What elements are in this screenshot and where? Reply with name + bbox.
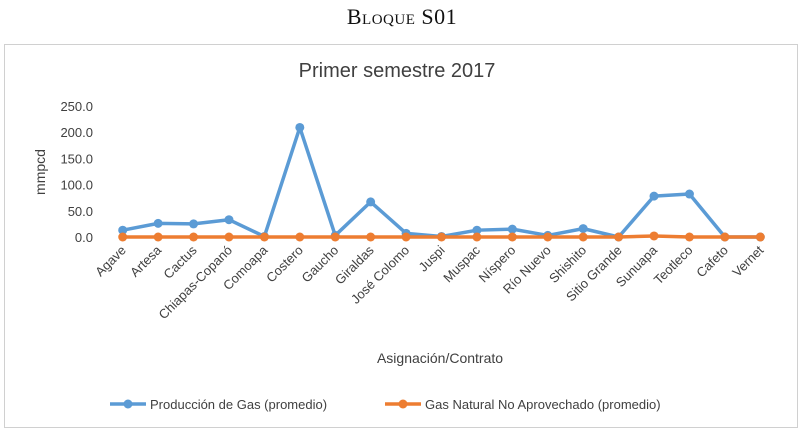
- y-axis-ticks: 0.0 50.0 100.0 150.0 200.0 250.0: [60, 99, 93, 245]
- legend: Producción de Gas (promedio) Gas Natural …: [110, 397, 661, 412]
- x-tick-label: Muspac: [440, 242, 483, 285]
- data-point: [507, 232, 517, 242]
- data-point: [118, 225, 128, 235]
- data-point: [224, 232, 234, 242]
- data-point: [437, 232, 446, 242]
- data-point: [153, 218, 163, 228]
- legend-label-1: Producción de Gas (promedio): [150, 397, 327, 412]
- series-layer: [118, 122, 765, 242]
- data-point: [189, 232, 199, 242]
- x-tick-label: Agave: [92, 243, 129, 280]
- data-point: [755, 232, 765, 242]
- data-point: [578, 232, 588, 242]
- data-point: [295, 232, 305, 242]
- data-point: [330, 232, 340, 242]
- x-tick-label: Cafeto: [693, 243, 731, 281]
- series-line-1: [120, 125, 763, 239]
- y-tick-label: 150.0: [60, 151, 93, 166]
- x-tick-label: Teotleco: [651, 243, 696, 288]
- data-point: [189, 219, 199, 229]
- x-axis-ticks: AgaveArtesaCactusChiapas-CopanóComoapaCo…: [92, 242, 767, 322]
- data-point: [224, 215, 234, 225]
- chart-title: Primer semestre 2017: [299, 60, 496, 82]
- data-point: [472, 232, 482, 242]
- data-point: [649, 191, 659, 201]
- data-point: [578, 224, 588, 234]
- data-point: [720, 232, 730, 242]
- legend-marker-1: [123, 399, 133, 409]
- y-tick-label: 100.0: [60, 178, 93, 193]
- data-point: [295, 122, 305, 132]
- y-tick-label: 0.0: [75, 230, 93, 245]
- data-point: [118, 232, 128, 242]
- document-heading: Bloque S01: [346, 4, 458, 29]
- y-axis-label: mmpcd: [32, 149, 48, 195]
- data-point: [684, 189, 694, 199]
- y-tick-label: 200.0: [60, 125, 93, 140]
- x-tick-label: Juspi: [416, 242, 448, 274]
- data-point: [472, 225, 482, 235]
- data-point: [649, 231, 659, 241]
- x-tick-label: Costero: [263, 243, 306, 286]
- data-point: [614, 232, 624, 242]
- data-point: [507, 224, 517, 234]
- y-tick-label: 50.0: [68, 204, 93, 219]
- x-axis-label: Asignación/Contrato: [377, 350, 503, 366]
- data-point: [543, 232, 553, 242]
- data-point: [366, 197, 376, 207]
- data-point: [153, 232, 163, 242]
- data-point: [684, 232, 694, 242]
- x-tick-label: Vernet: [729, 242, 766, 279]
- data-point: [366, 232, 376, 242]
- legend-label-2: Gas Natural No Aprovechado (promedio): [425, 397, 661, 412]
- legend-marker-2: [398, 399, 408, 409]
- x-tick-label: Artesa: [127, 242, 165, 280]
- y-tick-label: 250.0: [60, 99, 93, 114]
- data-point: [259, 232, 269, 242]
- data-point: [401, 232, 411, 242]
